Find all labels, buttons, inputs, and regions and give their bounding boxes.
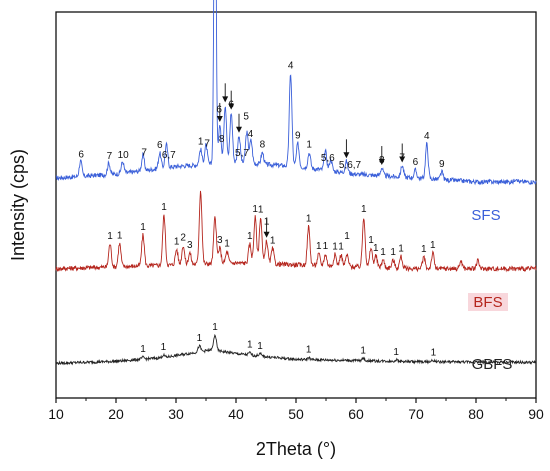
- peak-arrow: [378, 146, 385, 166]
- peak-annotation: 1: [360, 345, 366, 356]
- peak-annotation: 1: [258, 204, 264, 215]
- peak-annotation: 3: [217, 235, 223, 246]
- peak-annotation: 1: [338, 242, 344, 253]
- peak-annotation: 7: [141, 147, 147, 158]
- x-tick-label: 50: [288, 406, 304, 422]
- peak-annotation: 1: [306, 140, 312, 151]
- peak-annotation: 1: [198, 136, 204, 147]
- peak-annotation: 6: [157, 140, 163, 151]
- x-tick-label: 30: [168, 406, 184, 422]
- peak-annotation: 6: [413, 157, 419, 168]
- peak-annotation: 10: [118, 150, 130, 161]
- peak-annotation: 1: [430, 240, 436, 251]
- peak-annotation: 1: [380, 247, 386, 258]
- peak-annotation: 1: [270, 236, 276, 247]
- peak-arrow: [222, 83, 229, 103]
- peak-arrow: [263, 218, 270, 238]
- peak-annotation: 1: [174, 236, 180, 247]
- peak-annotation: 6,7: [162, 150, 176, 161]
- plot-frame: [55, 11, 537, 399]
- x-tick-label: 60: [348, 406, 364, 422]
- series-line-sfs: [55, 0, 537, 186]
- peak-annotation: 7: [107, 151, 113, 162]
- series-label-sfs: SFS: [471, 207, 500, 224]
- peak-annotation: 4: [248, 129, 254, 140]
- peak-annotation: 1: [316, 241, 322, 252]
- x-tick-label: 80: [468, 406, 484, 422]
- peak-annotation: 1: [247, 231, 253, 242]
- peak-annotation: 5,6: [321, 153, 335, 164]
- peak-annotation: 8: [260, 140, 266, 151]
- peak-annotation: 9: [295, 131, 301, 142]
- peak-annotation: 1: [398, 244, 404, 255]
- peak-annotation: 1: [373, 243, 379, 254]
- peak-annotation: 1: [323, 241, 329, 252]
- peak-annotation: 3: [187, 240, 193, 251]
- x-tick-label: 10: [48, 406, 64, 422]
- peak-arrow: [216, 102, 223, 122]
- peak-annotation: 6: [78, 149, 84, 160]
- peak-annotation: 1: [344, 231, 350, 242]
- peak-annotation: 1: [361, 204, 367, 215]
- x-tick-label: 40: [228, 406, 244, 422]
- peak-annotation: 4: [288, 60, 294, 71]
- peak-annotation: 9: [439, 159, 445, 170]
- peak-annotation: 1: [161, 342, 167, 353]
- peak-annotation: 1: [431, 347, 437, 358]
- series-line-gbfs: [55, 333, 537, 366]
- peak-arrow: [228, 90, 235, 110]
- peak-annotation: 1: [161, 202, 167, 213]
- peak-arrow: [399, 143, 406, 163]
- peak-annotation: 1: [368, 235, 374, 246]
- series-line-bfs: [55, 190, 537, 273]
- peak-annotation: 1: [390, 247, 396, 258]
- peak-annotation: 2: [180, 232, 186, 243]
- peak-annotation: 1: [393, 347, 399, 358]
- peak-annotation: 1: [306, 214, 312, 225]
- peak-annotation: 1: [197, 333, 203, 344]
- arrow-layer: [216, 83, 406, 238]
- peak-annotation: 1: [140, 222, 146, 233]
- peak-arrow: [343, 139, 350, 159]
- x-axis-title: 2Theta (°): [256, 439, 336, 459]
- peak-annotation: 5: [243, 111, 249, 122]
- series-layer: [55, 0, 537, 366]
- peak-annotation: 5,6,7: [339, 160, 362, 171]
- peak-annotation: 1: [252, 204, 258, 215]
- peak-annotation: 1: [224, 239, 230, 250]
- y-axis-title: Intensity (cps): [8, 149, 28, 261]
- peak-annotation: 1: [332, 242, 338, 253]
- peak-annotation: 1: [117, 231, 123, 242]
- peak-annotation: 5,7: [235, 148, 249, 159]
- peak-arrow: [236, 113, 242, 133]
- x-tick-label: 90: [528, 406, 544, 422]
- peak-annotation: 1: [306, 345, 312, 356]
- series-label-gbfs: GBFS: [472, 356, 513, 373]
- series-label-layer: SFS BFS GBFS: [468, 207, 512, 373]
- peak-annotation: 1: [212, 322, 218, 333]
- peak-annotation: 4: [424, 131, 430, 142]
- x-tick-label: 20: [108, 406, 124, 422]
- peak-annotation: 7: [204, 139, 210, 150]
- peak-annotation: 1: [247, 340, 253, 351]
- peak-annotation: 1: [421, 244, 427, 255]
- bfs-label-highlight: [468, 293, 508, 311]
- peak-annotation: 1: [140, 344, 146, 355]
- x-tick-label: 70: [408, 406, 424, 422]
- series-label-bfs: BFS: [473, 294, 502, 311]
- peak-annotation: 8: [219, 134, 225, 145]
- peak-annotation: 1: [107, 231, 113, 242]
- x-axis: 10 20 30 40 50 60 70 80 90: [48, 398, 544, 422]
- peak-annotation: 1: [257, 341, 263, 352]
